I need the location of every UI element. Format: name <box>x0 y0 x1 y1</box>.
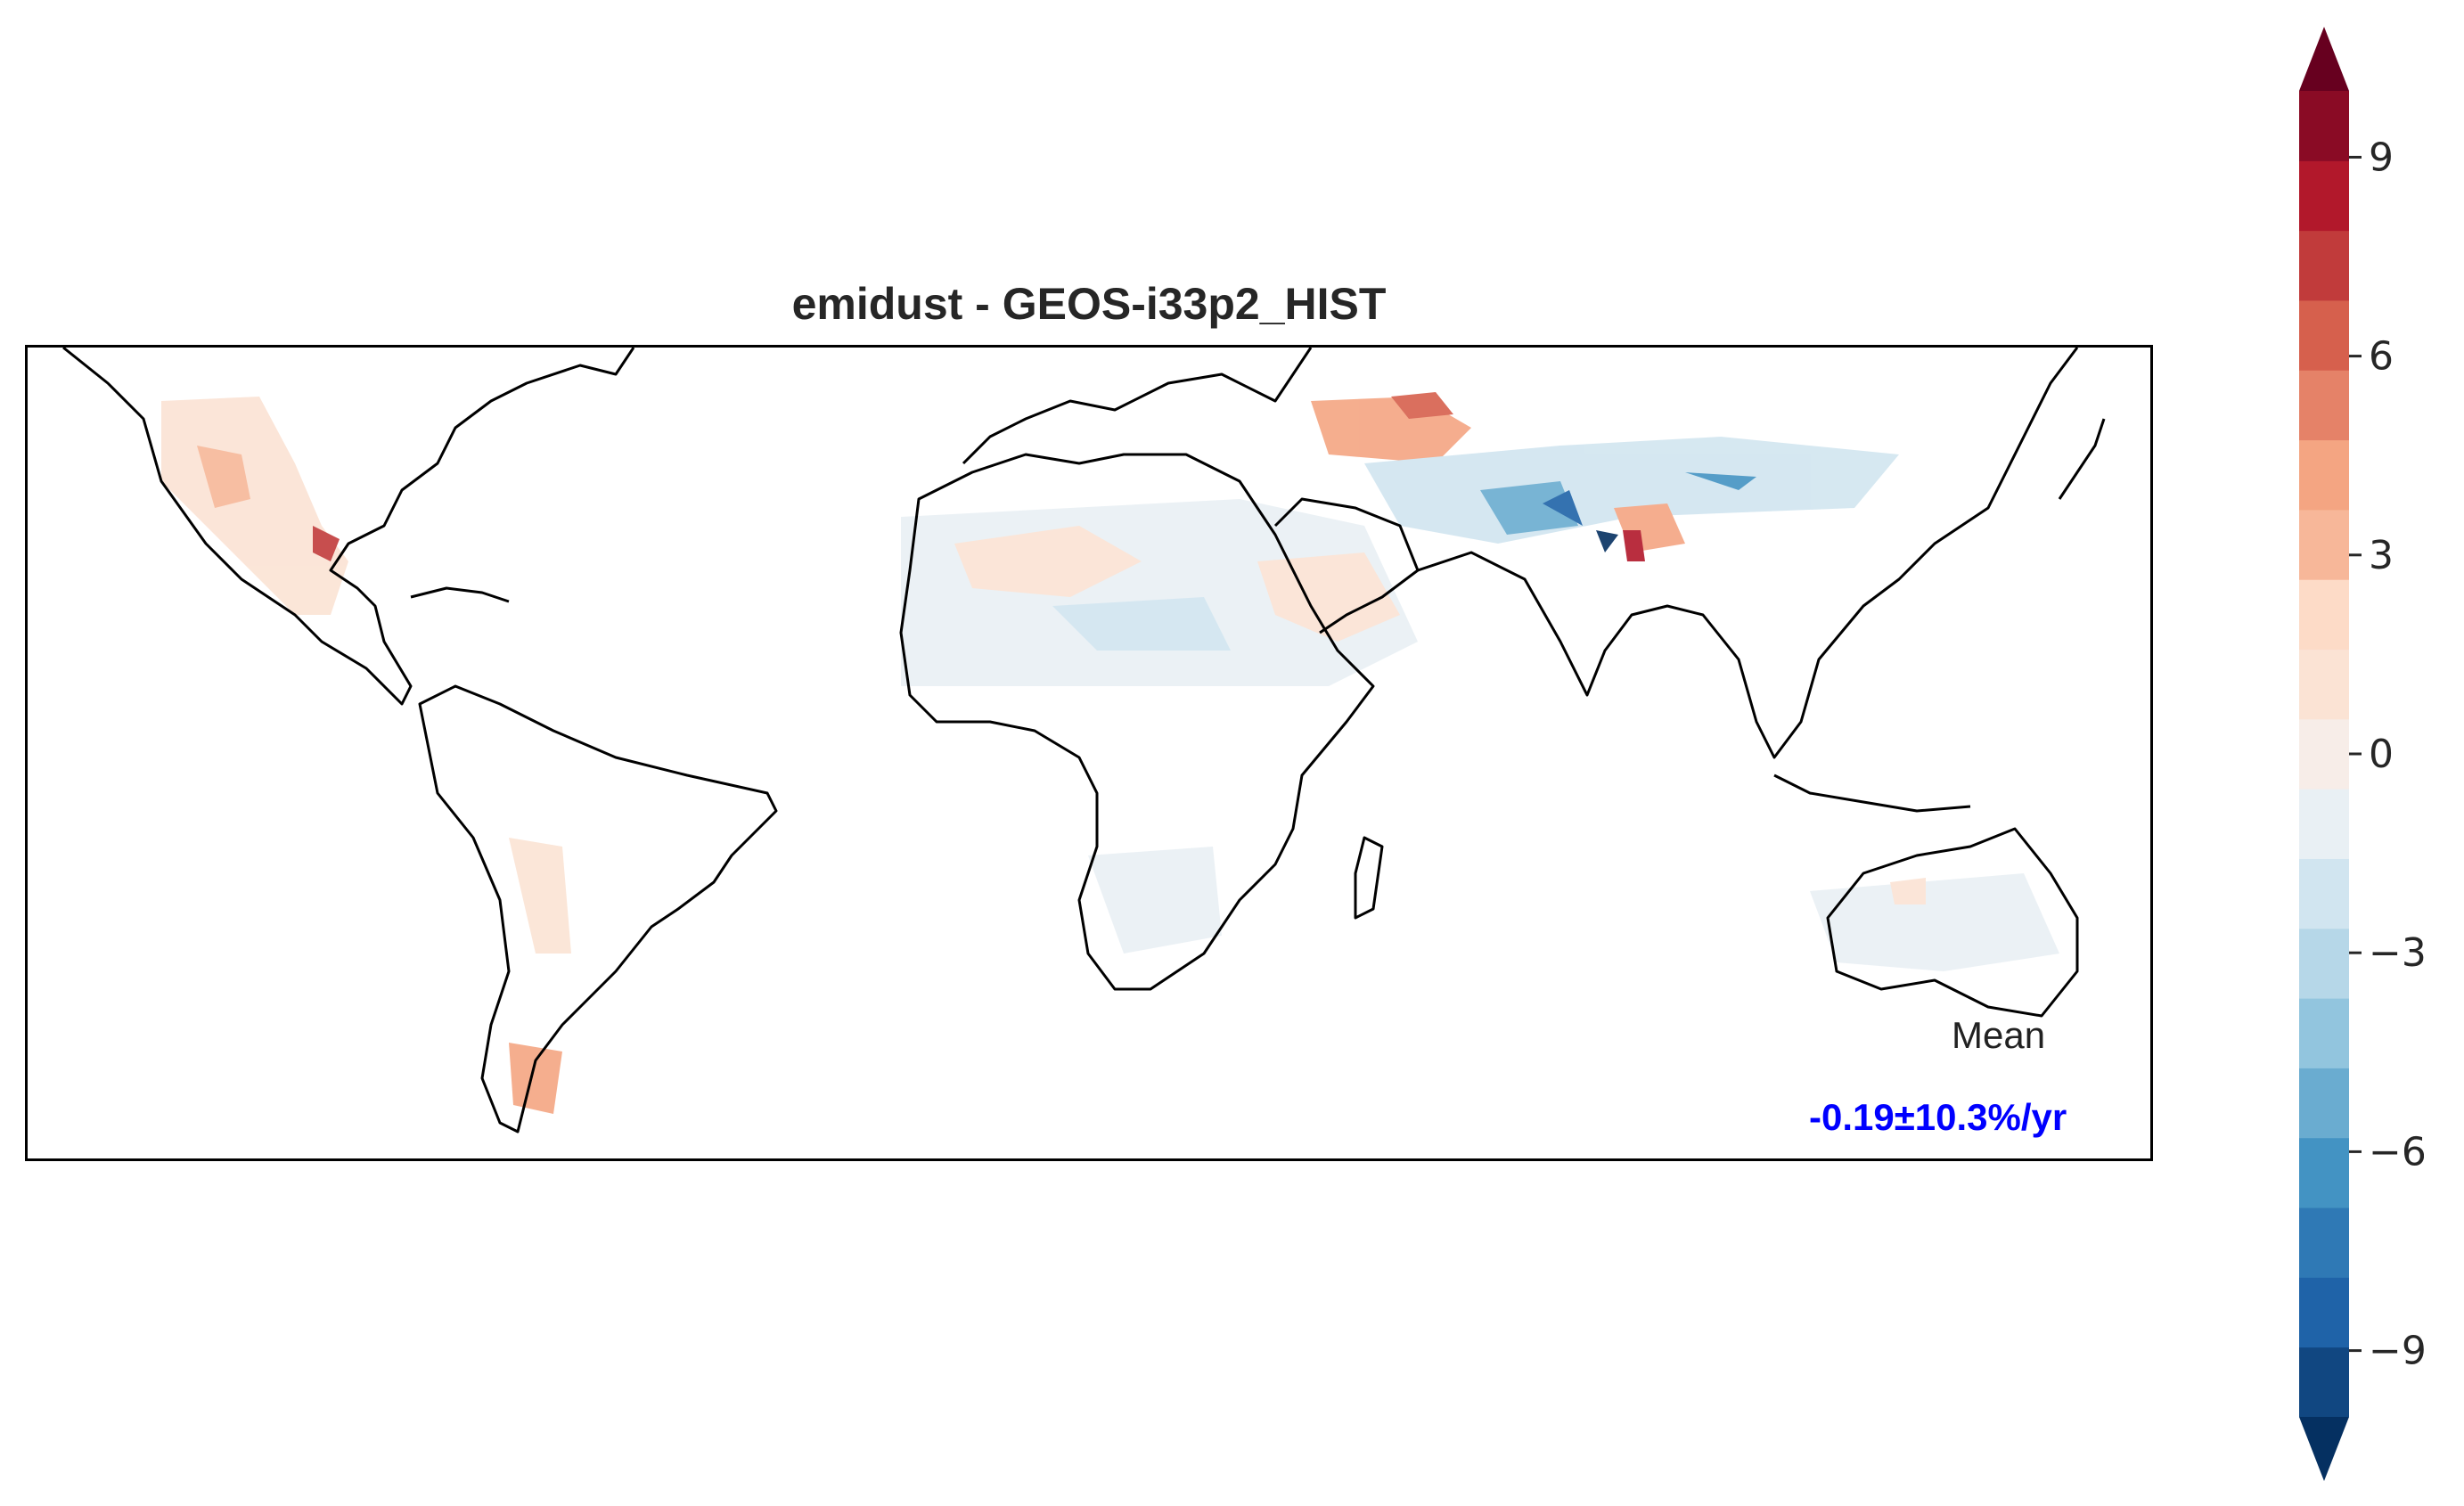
stat-label: Mean <box>1952 1014 2046 1056</box>
colorbar-extend-max <box>2299 27 2349 91</box>
colorbar-tick-label: 3 <box>2369 533 2394 578</box>
colorbar-tick-label: 6 <box>2369 334 2394 380</box>
colorbar-tick-label: 9 <box>2369 135 2394 180</box>
colorbar-segment <box>2299 160 2349 232</box>
colorbar-ticks: 9 6 3 0 −3 −6 −9 <box>2349 135 2424 1374</box>
field-patch <box>1480 481 1578 535</box>
coastline-asia <box>1417 348 2079 759</box>
coastline-japan <box>2058 418 2106 500</box>
colorbar-tick-label: −6 <box>2369 1129 2424 1175</box>
map-title: emidust - GEOS-i33p2_HIST <box>791 279 1387 329</box>
colorbar-segment <box>2299 1207 2349 1278</box>
colorbar-segment <box>2299 579 2349 651</box>
colorbar-tick-label: 0 <box>2369 732 2394 777</box>
colorbar-segments <box>2299 27 2349 1481</box>
field-patch <box>313 526 340 561</box>
colorbar-segment <box>2299 370 2349 441</box>
coastline-north-america <box>62 348 635 706</box>
coastline-arabia <box>1273 497 1420 634</box>
colorbar-segment <box>2299 299 2349 371</box>
field-patch <box>1623 530 1645 561</box>
field-patch <box>1810 873 2059 971</box>
coastline-australia <box>1826 827 2079 1018</box>
colorbar: 9 6 3 0 −3 −6 −9 <box>2299 27 2424 1481</box>
colorbar-tick-label: −3 <box>2369 930 2424 976</box>
field-patch <box>1088 847 1222 954</box>
colorbar-segment <box>2299 230 2349 301</box>
coastline-indonesia <box>1773 773 1971 813</box>
coastline-europe <box>962 348 1313 465</box>
colorbar-segment <box>2299 928 2349 999</box>
field-patch <box>1685 472 1756 490</box>
coastline-africa <box>899 453 1375 991</box>
colorbar-segment <box>2299 998 2349 1068</box>
coastline-madagascar <box>1354 836 1384 920</box>
colorbar-segment <box>2299 91 2349 161</box>
colorbar-segment <box>2299 858 2349 929</box>
colorbar-segment <box>2299 718 2349 790</box>
colorbar-segment <box>2299 789 2349 859</box>
field-patch <box>1257 552 1400 642</box>
colorbar-tick-label: −9 <box>2369 1329 2424 1374</box>
field-patch <box>1391 392 1453 419</box>
field-patch <box>954 526 1142 597</box>
coastline-south-america <box>418 684 778 1134</box>
field-patch <box>1890 878 1926 904</box>
colorbar-segment <box>2299 1068 2349 1139</box>
trend-field <box>161 392 2059 1114</box>
stat-value: -0.19±10.3%/yr <box>1809 1096 2067 1138</box>
field-patch <box>509 1043 562 1114</box>
field-patch <box>1596 530 1618 552</box>
field-patch <box>1543 490 1583 526</box>
colorbar-segment <box>2299 1137 2349 1208</box>
field-patch <box>1052 597 1231 651</box>
coastlines <box>62 348 2106 1134</box>
colorbar-extend-min <box>2299 1417 2349 1481</box>
map-canvas <box>62 348 2106 1134</box>
field-patch <box>161 397 348 615</box>
colorbar-segment <box>2299 1346 2349 1418</box>
coastline-caribbean <box>410 586 510 603</box>
field-patch <box>197 446 250 508</box>
colorbar-segment <box>2299 1277 2349 1348</box>
map-panel <box>25 345 2153 1161</box>
colorbar-segment <box>2299 439 2349 511</box>
field-patch <box>509 838 571 954</box>
colorbar-segment <box>2299 509 2349 580</box>
colorbar-segment <box>2299 649 2349 720</box>
